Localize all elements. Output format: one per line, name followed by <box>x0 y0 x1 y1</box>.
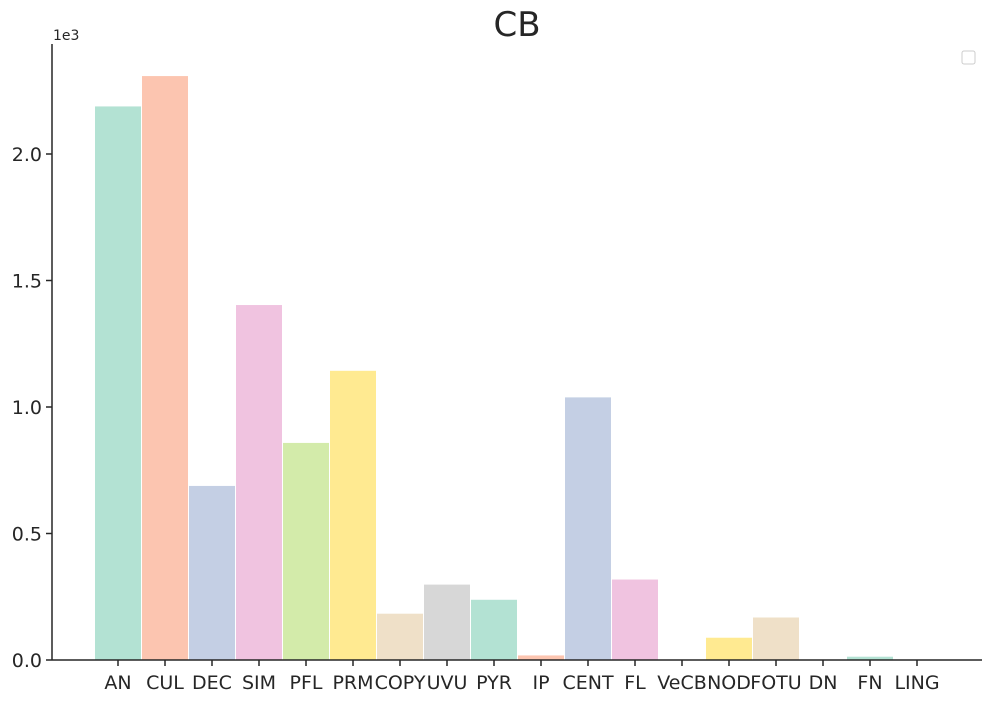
y-tick-label: 1.0 <box>12 397 42 419</box>
bar-cul <box>141 75 189 661</box>
bar-copy <box>376 612 424 661</box>
x-tick-label: PFL <box>290 672 323 694</box>
bar-sim <box>235 304 283 661</box>
bar-dec <box>188 484 236 661</box>
x-tick-label: UVU <box>427 672 468 694</box>
bar-ip <box>517 654 565 661</box>
y-tick-label: 2.0 <box>12 144 42 166</box>
x-axis-ticks: AN CUL DEC SIM PFL PRM COPY UVU PYR IP CENT FL VeCB N… <box>104 660 940 694</box>
bar-prm <box>329 369 377 661</box>
bar-uvu <box>423 583 471 661</box>
x-tick-label: CENT <box>562 672 613 694</box>
x-tick-label: CUL <box>146 672 184 694</box>
bar-nod <box>705 636 753 661</box>
x-tick-label: VeCB <box>657 672 707 694</box>
bar-an <box>94 105 142 661</box>
x-tick-label: SIM <box>242 672 276 694</box>
y-axis-ticks: 0.0 0.5 1.0 1.5 2.0 <box>12 144 52 672</box>
bar-fotu <box>752 616 800 661</box>
bar-cent <box>564 396 612 661</box>
x-tick-label: DEC <box>192 672 232 694</box>
bars-group <box>94 75 894 661</box>
y-axis-multiplier: 1e3 <box>53 28 79 44</box>
y-tick-label: 1.5 <box>12 271 42 293</box>
x-tick-label: DN <box>809 672 838 694</box>
x-tick-label: PRM <box>332 672 373 694</box>
bar-fl <box>611 578 659 661</box>
chart-title: CB <box>493 5 540 45</box>
bar-pyr <box>470 598 518 661</box>
x-tick-label: PYR <box>476 672 512 694</box>
x-tick-label: FN <box>857 672 882 694</box>
x-tick-label: NOD <box>707 672 751 694</box>
x-tick-label: FL <box>624 672 646 694</box>
y-tick-label: 0.0 <box>12 650 42 672</box>
x-tick-label: AN <box>104 672 131 694</box>
x-tick-label: LING <box>894 672 939 694</box>
x-tick-label: COPY <box>375 672 426 694</box>
y-tick-label: 0.5 <box>12 524 42 546</box>
legend-box <box>961 50 976 65</box>
x-tick-label: FOTU <box>750 672 801 694</box>
x-tick-label: IP <box>532 672 549 694</box>
bar-pfl <box>282 441 330 661</box>
